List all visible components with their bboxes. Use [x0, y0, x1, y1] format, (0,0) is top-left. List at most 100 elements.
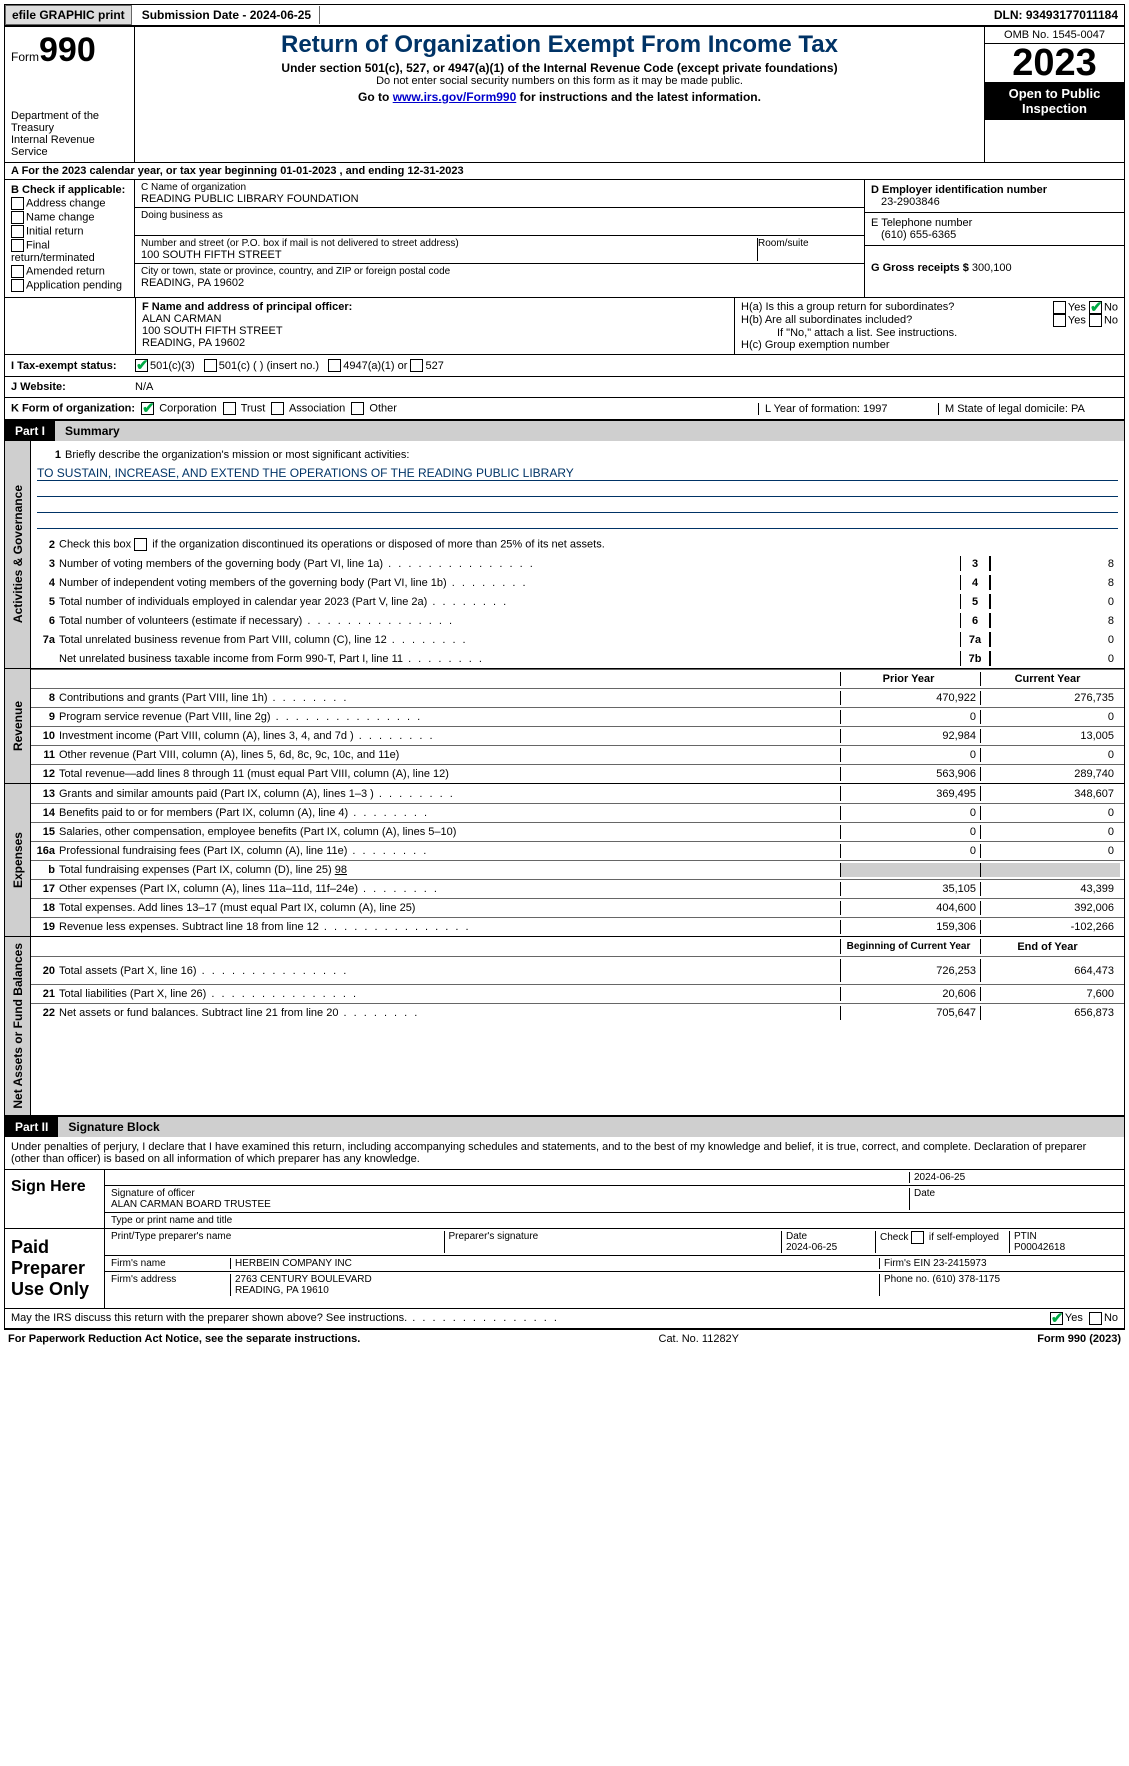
chk-association[interactable] — [271, 402, 284, 415]
chk-527[interactable] — [410, 359, 423, 372]
form-header: Form990 Department of the Treasury Inter… — [4, 27, 1125, 163]
box-b: B Check if applicable: Address change Na… — [5, 180, 135, 297]
section-net-assets: Net Assets or Fund Balances — [5, 937, 31, 1115]
perjury-declaration: Under penalties of perjury, I declare th… — [5, 1137, 1124, 1170]
box-e-phone: E Telephone number (610) 655-6365 — [865, 213, 1124, 246]
efile-print-button[interactable]: efile GRAPHIC print — [5, 5, 132, 25]
org-name: READING PUBLIC LIBRARY FOUNDATION — [141, 193, 359, 205]
firm-address: 2763 CENTURY BOULEVARDREADING, PA 19610 — [235, 1274, 880, 1296]
line-3: Number of voting members of the governin… — [59, 558, 960, 570]
line-6: Total number of volunteers (estimate if … — [59, 615, 960, 627]
dln-number: DLN: 93493177011184 — [988, 6, 1124, 24]
chk-name-change[interactable]: Name change — [11, 211, 128, 224]
box-d-ein: D Employer identification number 23-2903… — [865, 180, 1124, 213]
part-1-header: Part I Summary — [4, 421, 1125, 441]
row-a-tax-year: A For the 2023 calendar year, or tax yea… — [4, 163, 1125, 180]
firm-ein: 23-2415973 — [933, 1258, 986, 1269]
self-employed-check[interactable]: Check if self-employed — [880, 1231, 1010, 1253]
line-16a: Professional fundraising fees (Part IX, … — [59, 845, 840, 857]
submission-date: Submission Date - 2024-06-25 — [134, 6, 320, 24]
hdr-prior-year: Prior Year — [840, 672, 980, 686]
part-2-header: Part II Signature Block — [4, 1116, 1125, 1137]
row-j-website: J Website: N/A — [4, 377, 1125, 398]
cat-number: Cat. No. 11282Y — [659, 1333, 740, 1345]
line-5: Total number of individuals employed in … — [59, 596, 960, 608]
line-13: Grants and similar amounts paid (Part IX… — [59, 788, 840, 800]
subtitle-section: Under section 501(c), 527, or 4947(a)(1)… — [143, 61, 976, 75]
chk-trust[interactable] — [223, 402, 236, 415]
line-1-label: Briefly describe the organization's miss… — [65, 449, 1114, 461]
date-label: Date — [914, 1188, 1114, 1210]
chk-discuss-no[interactable] — [1089, 1312, 1102, 1325]
chk-final-return[interactable]: Final return/terminated — [11, 239, 128, 264]
open-to-public: Open to Public Inspection — [985, 82, 1124, 120]
footer-row: For Paperwork Reduction Act Notice, see … — [4, 1329, 1125, 1348]
dba-cell: Doing business as — [135, 208, 864, 236]
line-21: Total liabilities (Part X, line 26) — [59, 988, 840, 1000]
city-cell: City or town, state or province, country… — [135, 264, 864, 291]
chk-initial-return[interactable]: Initial return — [11, 225, 128, 238]
chk-corporation[interactable] — [141, 402, 154, 415]
line-4: Number of independent voting members of … — [59, 577, 960, 589]
chk-4947[interactable] — [328, 359, 341, 372]
section-governance: Activities & Governance — [5, 441, 31, 668]
box-g-receipts: G Gross receipts $ 300,100 — [865, 246, 1124, 278]
form-title: Return of Organization Exempt From Incom… — [143, 31, 976, 59]
line-7a: Total unrelated business revenue from Pa… — [59, 634, 960, 646]
chk-other[interactable] — [351, 402, 364, 415]
chk-discontinued[interactable] — [134, 538, 147, 551]
hdr-current-year: Current Year — [980, 672, 1120, 686]
ptin-value: P00042618 — [1014, 1242, 1065, 1253]
chk-amended-return[interactable]: Amended return — [11, 265, 128, 278]
chk-application-pending[interactable]: Application pending — [11, 279, 128, 292]
subtitle-ssn: Do not enter social security numbers on … — [143, 75, 976, 87]
tax-year: 2023 — [985, 44, 1124, 82]
address-cell: Number and street (or P.O. box if mail i… — [135, 236, 864, 264]
form-page-label: Form 990 (2023) — [1037, 1333, 1121, 1345]
firm-name: HERBEIN COMPANY INC — [235, 1258, 880, 1269]
box-h: H(a) Is this a group return for subordin… — [734, 298, 1124, 354]
sign-here-label: Sign Here — [5, 1170, 105, 1228]
mission-text: TO SUSTAIN, INCREASE, AND EXTEND THE OPE… — [37, 466, 1118, 481]
top-bar: efile GRAPHIC print Submission Date - 20… — [4, 4, 1125, 27]
firm-phone: (610) 378-1175 — [932, 1274, 1000, 1285]
line-9: Program service revenue (Part VIII, line… — [59, 711, 840, 723]
line-14: Benefits paid to or for members (Part IX… — [59, 807, 840, 819]
irs-link[interactable]: www.irs.gov/Form990 — [393, 90, 517, 104]
row-k-form-org: K Form of organization: Corporation Trus… — [4, 398, 1125, 421]
chk-discuss-yes[interactable] — [1050, 1312, 1063, 1325]
line-10: Investment income (Part VIII, column (A)… — [59, 730, 840, 742]
line-12: Total revenue—add lines 8 through 11 (mu… — [59, 768, 840, 780]
chk-501c[interactable] — [204, 359, 217, 372]
dept-treasury: Department of the Treasury Internal Reve… — [11, 110, 128, 158]
chk-address-change[interactable]: Address change — [11, 197, 128, 210]
line-19: Revenue less expenses. Subtract line 18 … — [59, 921, 840, 933]
line-8: Contributions and grants (Part VIII, lin… — [59, 692, 840, 704]
officer-name: ALAN CARMAN BOARD TRUSTEE — [111, 1199, 271, 1210]
line-11: Other revenue (Part VIII, column (A), li… — [59, 749, 840, 761]
paperwork-notice: For Paperwork Reduction Act Notice, see … — [8, 1333, 360, 1345]
line-17: Other expenses (Part IX, column (A), lin… — [59, 883, 840, 895]
line-20: Total assets (Part X, line 16) — [59, 965, 840, 977]
prep-date: 2024-06-25 — [786, 1242, 837, 1253]
section-expenses: Expenses — [5, 784, 31, 936]
line-18: Total expenses. Add lines 13–17 (must eq… — [59, 902, 840, 914]
line-7b: Net unrelated business taxable income fr… — [59, 653, 960, 665]
box-f-officer: F Name and address of principal officer:… — [135, 298, 734, 354]
row-l-year: L Year of formation: 1997 — [758, 403, 938, 415]
row-m-state: M State of legal domicile: PA — [938, 403, 1118, 415]
line-22: Net assets or fund balances. Subtract li… — [59, 1007, 840, 1019]
part-1-body: Activities & Governance 1Briefly describ… — [4, 441, 1125, 1116]
section-revenue: Revenue — [5, 669, 31, 783]
sig-date: 2024-06-25 — [914, 1172, 1114, 1183]
paid-preparer-label: Paid Preparer Use Only — [5, 1229, 105, 1308]
chk-501c3[interactable] — [135, 359, 148, 372]
org-name-cell: C Name of organization READING PUBLIC LI… — [135, 180, 864, 208]
hdr-begin-year: Beginning of Current Year — [840, 939, 980, 954]
hdr-end-year: End of Year — [980, 939, 1120, 954]
form-number: Form990 — [11, 31, 128, 70]
line-2: Check this box if the organization disco… — [59, 538, 1120, 551]
row-i-tax-status: I Tax-exempt status: 501(c)(3) 501(c) ( … — [4, 355, 1125, 377]
subtitle-goto: Go to www.irs.gov/Form990 for instructio… — [143, 90, 976, 104]
signature-block: Under penalties of perjury, I declare th… — [4, 1137, 1125, 1309]
